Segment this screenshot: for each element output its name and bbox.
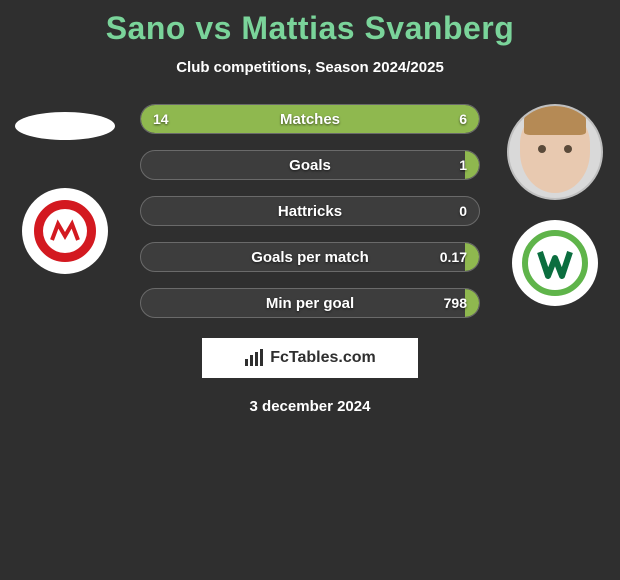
stat-row-min-per-goal: Min per goal 798 <box>140 288 480 318</box>
left-column <box>10 104 120 274</box>
player-photo-left <box>15 112 115 140</box>
club-badge-left <box>22 188 108 274</box>
page-title: Sano vs Mattias Svanberg <box>0 0 620 47</box>
stat-label: Goals per match <box>251 249 369 266</box>
bar-chart-icon <box>244 349 264 367</box>
stat-value-right: 0.17 <box>440 249 467 265</box>
stat-value-left: 14 <box>153 111 169 127</box>
stat-value-right: 1 <box>459 157 467 173</box>
bar-fill-left <box>141 105 378 133</box>
mainz-logo-icon <box>30 196 100 266</box>
stat-label: Hattricks <box>278 203 342 220</box>
right-column <box>500 104 610 306</box>
brand-box: FcTables.com <box>202 338 418 378</box>
stat-value-right: 798 <box>444 295 467 311</box>
stat-label: Goals <box>289 157 331 174</box>
stat-label: Matches <box>280 111 340 128</box>
stat-row-goals-per-match: Goals per match 0.17 <box>140 242 480 272</box>
wolfsburg-logo-icon <box>520 228 590 298</box>
stat-value-right: 6 <box>459 111 467 127</box>
stat-label: Min per goal <box>266 295 354 312</box>
subtitle: Club competitions, Season 2024/2025 <box>0 59 620 76</box>
bar-fill-right <box>465 289 479 317</box>
bar-fill-right <box>465 151 479 179</box>
comparison-content: 14 Matches 6 Goals 1 Hattricks 0 Goals p… <box>0 104 620 415</box>
stat-row-goals: Goals 1 <box>140 150 480 180</box>
brand-text: FcTables.com <box>270 349 376 367</box>
date-text: 3 december 2024 <box>0 398 620 415</box>
stat-row-matches: 14 Matches 6 <box>140 104 480 134</box>
club-badge-right <box>512 220 598 306</box>
player-photo-right <box>507 104 603 200</box>
stat-row-hattricks: Hattricks 0 <box>140 196 480 226</box>
stat-value-right: 0 <box>459 203 467 219</box>
stat-bars: 14 Matches 6 Goals 1 Hattricks 0 Goals p… <box>140 104 480 318</box>
bar-fill-right <box>465 243 479 271</box>
